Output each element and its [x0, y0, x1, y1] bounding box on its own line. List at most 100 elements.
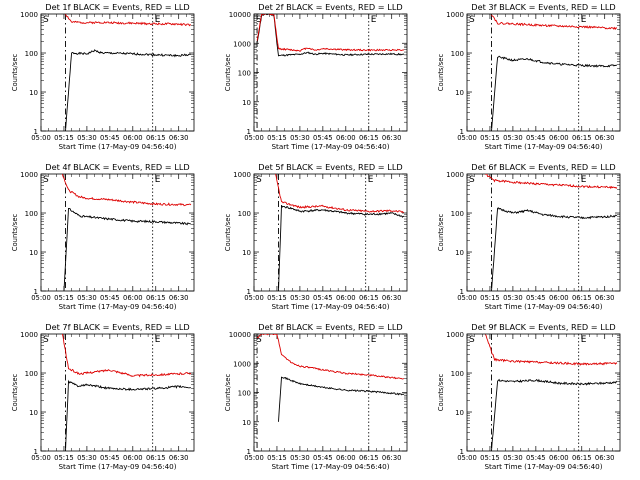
series-events-line [63, 207, 192, 291]
x-tick-label: 06:15 [572, 294, 592, 302]
x-tick-label: 05:00 [457, 454, 477, 462]
y-tick-label: 100 [25, 370, 38, 378]
series-lld-line [491, 14, 618, 31]
x-tick-label: 05:30 [290, 454, 310, 462]
panel-title: Det 3f BLACK = Events, RED = LLD [471, 2, 615, 12]
x-tick-label: 05:15 [54, 294, 74, 302]
x-tick-label: 06:00 [336, 134, 356, 142]
series-lld-line [256, 334, 405, 380]
y-axis-label: Counts/sec [224, 374, 232, 412]
x-tick-label: 05:45 [313, 294, 333, 302]
y-tick-label: 1 [34, 288, 38, 296]
y-tick-label: 100 [451, 370, 464, 378]
x-tick-label: 06:30 [169, 454, 189, 462]
panel-title: Det 2f BLACK = Events, RED = LLD [258, 2, 402, 12]
series-events-line [65, 49, 192, 131]
plot-frame [466, 173, 621, 292]
x-tick-label: 06:15 [146, 294, 166, 302]
panel-title: Det 1f BLACK = Events, RED = LLD [45, 2, 189, 12]
start-marker-label: S [256, 175, 262, 185]
x-tick-label: 06:15 [146, 134, 166, 142]
x-axis-label: Start Time (17-May-09 04:56:40) [271, 142, 389, 151]
x-tick-label: 06:00 [123, 134, 143, 142]
panel-title: Det 9f BLACK = Events, RED = LLD [471, 322, 615, 332]
plot-frame [466, 333, 621, 452]
y-axis-label: Counts/sec [224, 54, 232, 92]
x-tick-label: 06:30 [382, 294, 402, 302]
x-tick-label: 05:15 [267, 454, 287, 462]
x-tick-label: 05:30 [503, 294, 523, 302]
y-tick-label: 10 [455, 89, 464, 97]
series-events-line [278, 205, 405, 291]
series-lld-line [65, 14, 192, 27]
panel-title: Det 5f BLACK = Events, RED = LLD [258, 162, 402, 172]
series-lld-line [61, 174, 192, 207]
series-events-line [256, 14, 405, 57]
x-tick-label: 05:15 [480, 134, 500, 142]
y-tick-label: 1000 [20, 171, 38, 179]
plot-frame [40, 13, 195, 132]
x-tick-label: 05:45 [100, 134, 120, 142]
end-marker-label: E [155, 335, 161, 345]
y-tick-label: 100 [451, 210, 464, 218]
x-tick-label: 05:00 [31, 294, 51, 302]
end-marker-label: E [368, 175, 374, 185]
x-tick-label: 05:30 [503, 454, 523, 462]
x-axis-label: Start Time (17-May-09 04:56:40) [484, 142, 602, 151]
x-tick-label: 06:15 [146, 454, 166, 462]
x-tick-label: 05:45 [526, 134, 546, 142]
y-tick-label: 100 [238, 390, 251, 398]
y-axis-label: Counts/sec [11, 54, 19, 92]
detector-panel-8f: Det 8f BLACK = Events, RED = LLD 1 10 100 10… [224, 322, 408, 471]
x-tick-label: 06:15 [359, 294, 379, 302]
y-tick-label: 1000 [20, 11, 38, 19]
end-marker-label: E [155, 15, 161, 25]
x-tick-label: 05:30 [503, 134, 523, 142]
detector-panel-9f: Det 9f BLACK = Events, RED = LLD 1 10 100 10… [437, 322, 621, 471]
y-axis-label: Counts/sec [11, 214, 19, 252]
x-tick-label: 05:00 [244, 134, 264, 142]
y-tick-label: 10 [455, 249, 464, 257]
y-tick-label: 10 [242, 99, 251, 107]
x-tick-label: 05:45 [100, 454, 120, 462]
x-axis-label: Start Time (17-May-09 04:56:40) [484, 302, 602, 311]
y-tick-label: 1 [460, 288, 464, 296]
y-tick-label: 10 [29, 409, 38, 417]
plot-frame [253, 13, 408, 132]
x-tick-label: 06:00 [549, 294, 569, 302]
x-tick-label: 06:30 [382, 134, 402, 142]
detector-panel-1f: Det 1f BLACK = Events, RED = LLD 1 10 100 10… [11, 2, 195, 151]
series-lld-line [256, 14, 405, 52]
y-tick-label: 1 [460, 128, 464, 136]
x-axis-label: Start Time (17-May-09 04:56:40) [484, 462, 602, 471]
y-tick-label: 1000 [446, 171, 464, 179]
y-tick-label: 100 [451, 50, 464, 58]
x-axis-label: Start Time (17-May-09 04:56:40) [58, 142, 176, 151]
series-events-line [491, 207, 618, 291]
x-tick-label: 05:15 [480, 294, 500, 302]
y-axis-label: Counts/sec [11, 374, 19, 412]
detector-panel-4f: Det 4f BLACK = Events, RED = LLD 1 10 100 10… [11, 162, 195, 311]
series-lld-line [485, 334, 618, 366]
x-tick-label: 06:30 [169, 294, 189, 302]
y-tick-label: 10 [29, 89, 38, 97]
y-tick-label: 1 [460, 448, 464, 456]
series-events-line [491, 55, 618, 131]
y-tick-label: 10000 [229, 11, 251, 19]
x-tick-label: 05:00 [457, 134, 477, 142]
start-marker-label: S [43, 175, 49, 185]
x-tick-label: 05:00 [457, 294, 477, 302]
y-tick-label: 100 [238, 210, 251, 218]
y-tick-label: 10 [455, 409, 464, 417]
x-tick-label: 05:00 [244, 454, 264, 462]
y-tick-label: 1000 [20, 331, 38, 339]
x-tick-label: 06:15 [572, 134, 592, 142]
series-lld-line [275, 174, 405, 214]
x-tick-label: 05:45 [313, 134, 333, 142]
x-tick-label: 06:15 [359, 454, 379, 462]
y-axis-label: Counts/sec [437, 54, 445, 92]
y-tick-label: 1 [34, 448, 38, 456]
detector-panel-7f: Det 7f BLACK = Events, RED = LLD 1 10 100 10… [11, 322, 195, 471]
start-marker-label: S [43, 15, 49, 25]
y-tick-label: 1000 [446, 331, 464, 339]
